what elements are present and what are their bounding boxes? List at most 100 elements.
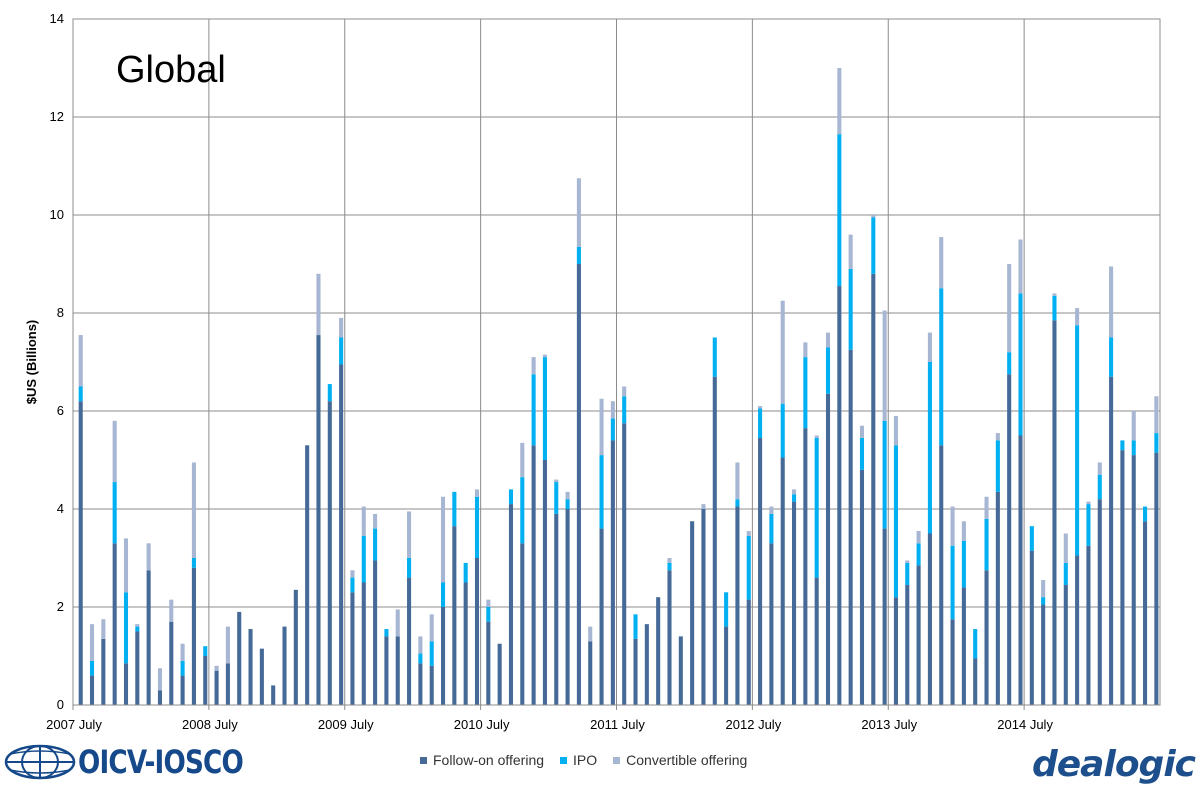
bar-ipo: [452, 491, 457, 527]
bar-ipo: [814, 437, 819, 578]
bar-follow-on: [882, 528, 887, 705]
bar-ipo: [1097, 474, 1102, 500]
bar-ipo: [327, 384, 332, 402]
y-tick-label: 2: [57, 599, 64, 614]
bar-ipo: [1041, 597, 1046, 605]
bar-ipo: [1075, 325, 1080, 556]
bar-convertible: [995, 433, 1000, 441]
bar-follow-on: [656, 597, 661, 705]
bar-follow-on: [622, 423, 627, 705]
bar-follow-on: [327, 401, 332, 705]
bar-ipo: [350, 577, 355, 593]
bar-follow-on: [893, 597, 898, 705]
bar-follow-on: [123, 663, 129, 705]
bar-convertible: [565, 491, 570, 500]
bar-convertible: [848, 234, 853, 269]
chart-grid: [73, 18, 1160, 706]
bar-ipo: [531, 374, 536, 446]
bar-ipo: [1109, 337, 1114, 377]
bar-follow-on: [214, 670, 219, 705]
bar-follow-on: [565, 509, 570, 705]
oicv-iosco-wordmark: OICV-IOSCO: [78, 743, 244, 781]
bar-convertible: [1131, 411, 1136, 441]
bar-ipo: [825, 347, 831, 394]
bar-convertible: [78, 335, 83, 387]
bar-follow-on: [984, 570, 989, 705]
y-tick-label: 12: [50, 109, 64, 124]
bar-ipo: [180, 660, 185, 676]
bar-convertible: [780, 300, 785, 404]
bar-follow-on: [633, 638, 638, 705]
bar-ipo: [191, 558, 196, 568]
bar-convertible: [961, 521, 966, 541]
bar-follow-on: [1097, 499, 1102, 705]
bar-follow-on: [180, 675, 185, 705]
bar-convertible: [859, 425, 865, 438]
legend-swatch-ipo: [560, 756, 568, 764]
bar-convertible: [610, 401, 615, 419]
bar-follow-on: [758, 437, 763, 705]
bar-follow-on: [339, 364, 344, 705]
bar-follow-on: [112, 543, 117, 705]
bar-convertible: [146, 543, 151, 571]
bar-ipo: [735, 499, 740, 507]
bar-convertible: [180, 643, 185, 661]
bar-convertible: [361, 506, 366, 536]
bar-ipo: [927, 362, 932, 534]
bar-follow-on: [305, 445, 310, 705]
bar-follow-on: [576, 264, 581, 705]
bar-convertible: [1007, 264, 1012, 353]
bar-ipo: [1086, 504, 1091, 546]
bar-ipo: [837, 134, 842, 287]
bar-convertible: [939, 237, 944, 289]
legend-label-follow-on: Follow-on offering: [433, 752, 545, 768]
bar-ipo: [1120, 440, 1125, 451]
bar-ipo: [361, 535, 366, 583]
globe-icon: [4, 744, 76, 780]
oicv-iosco-logo: OICV-IOSCO: [2, 742, 279, 782]
bar-ipo: [576, 246, 581, 264]
bar-convertible: [893, 415, 898, 446]
bar-convertible: [769, 506, 774, 514]
bar-follow-on: [157, 690, 162, 705]
bar-follow-on: [542, 460, 547, 705]
bar-follow-on: [429, 665, 434, 705]
bar-ipo: [950, 545, 955, 620]
bar-follow-on: [225, 663, 230, 705]
bar-ipo: [667, 562, 672, 571]
bar-convertible: [520, 442, 525, 478]
legend-item-convertible: Convertible offering: [613, 752, 747, 768]
bar-follow-on: [135, 631, 140, 705]
bar-follow-on: [407, 577, 412, 705]
bar-follow-on: [792, 501, 797, 705]
bar-convertible: [123, 538, 129, 593]
bar-ipo: [633, 614, 638, 639]
bar-convertible: [1086, 501, 1091, 505]
bar-follow-on: [146, 570, 151, 705]
bar-ipo: [882, 420, 887, 529]
bar-ipo: [712, 337, 717, 377]
bar-follow-on: [203, 656, 208, 705]
bar-ipo: [463, 562, 468, 583]
bar-ipo: [893, 445, 898, 598]
bar-follow-on: [859, 469, 865, 705]
bar-ipo: [542, 357, 547, 460]
bar-ipo: [780, 403, 785, 458]
bar-follow-on: [690, 521, 695, 705]
bar-ipo: [78, 386, 83, 402]
bar-follow-on: [293, 589, 298, 705]
bar-ipo: [724, 592, 729, 627]
bar-ipo: [871, 217, 876, 274]
x-tick-label: 2012 July: [726, 717, 782, 732]
bar-ipo: [474, 496, 480, 558]
bar-convertible: [316, 273, 321, 336]
bar-convertible: [1154, 396, 1159, 434]
bar-follow-on: [237, 611, 242, 705]
bar-follow-on: [508, 504, 514, 705]
bar-follow-on: [486, 621, 491, 705]
bar-follow-on: [599, 528, 604, 705]
bar-follow-on: [1018, 435, 1023, 705]
bar-convertible: [169, 599, 174, 622]
bar-follow-on: [384, 636, 389, 705]
